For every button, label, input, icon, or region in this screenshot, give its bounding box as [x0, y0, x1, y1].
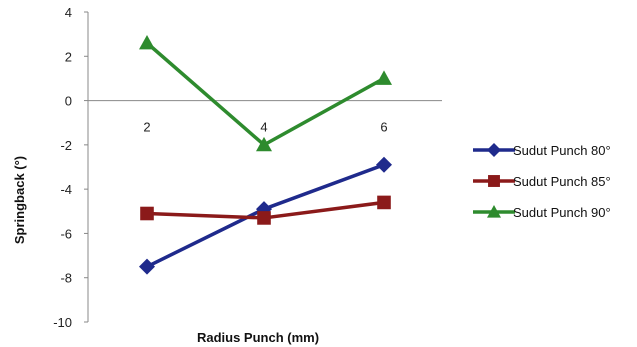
legend-item: Sudut Punch 80°	[473, 143, 611, 158]
y-axis-title: Springback (°)	[12, 156, 27, 244]
y-tick-label: 0	[65, 94, 72, 109]
x-tick-label: 4	[260, 120, 267, 135]
data-point	[376, 156, 392, 173]
axes	[87, 12, 442, 322]
x-tick-label: 6	[380, 120, 387, 135]
y-axis-ticks: 4 2 0 -2 -4 -6 -8 -10	[53, 5, 88, 330]
legend-item: Sudut Punch 90°	[473, 205, 611, 220]
x-tick-label: 2	[143, 120, 150, 135]
legend-label: Sudut Punch 90°	[513, 205, 611, 220]
x-axis-ticks: 2 4 6	[143, 120, 387, 135]
y-tick-label: -2	[60, 138, 72, 153]
y-tick-label: -8	[60, 271, 72, 286]
legend-marker	[487, 205, 501, 218]
y-tick-label: -10	[53, 315, 72, 330]
data-point	[256, 136, 272, 152]
data-point	[140, 206, 154, 221]
series-layer	[139, 35, 392, 275]
legend-label: Sudut Punch 80°	[513, 143, 611, 158]
y-tick-label: 2	[65, 49, 72, 64]
x-axis-title: Radius Punch (mm)	[197, 330, 319, 345]
data-point	[139, 258, 155, 275]
series-3	[139, 35, 392, 152]
legend-marker	[488, 175, 500, 187]
y-tick-label: 4	[65, 5, 72, 20]
legend: Sudut Punch 80° Sudut Punch 85° Sudut Punc…	[473, 143, 611, 220]
data-point	[139, 35, 155, 50]
legend-label: Sudut Punch 85°	[513, 174, 611, 189]
legend-marker	[487, 143, 501, 157]
data-point	[377, 195, 391, 210]
series-2	[140, 195, 391, 225]
data-point	[257, 211, 271, 225]
legend-item: Sudut Punch 85°	[473, 174, 611, 189]
y-tick-label: -4	[60, 182, 72, 197]
data-point	[376, 70, 392, 85]
y-tick-label: -6	[60, 226, 72, 241]
